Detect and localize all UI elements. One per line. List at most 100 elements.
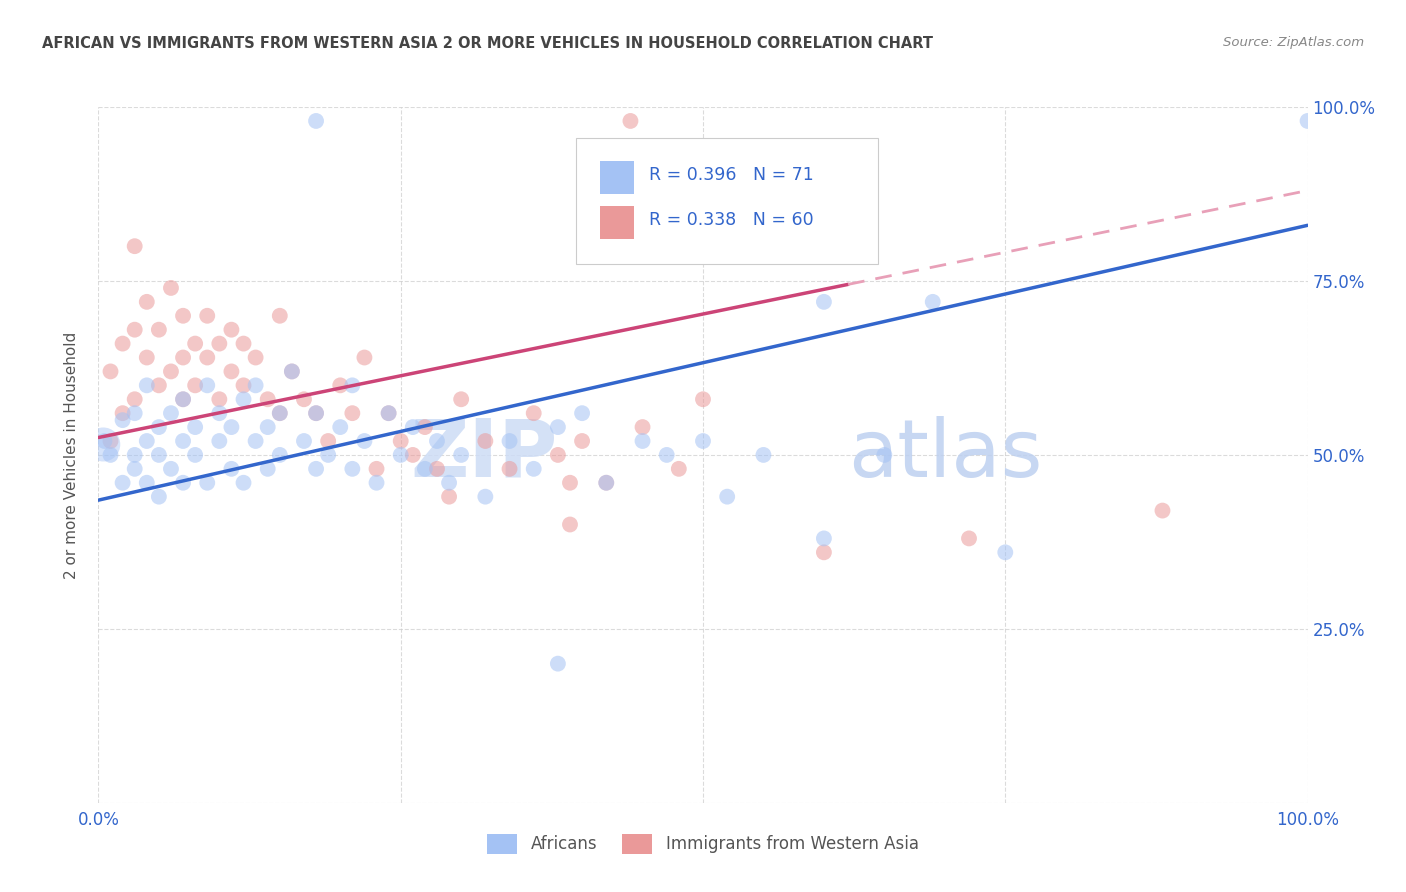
Point <box>148 448 170 462</box>
Point <box>474 490 496 504</box>
Point <box>305 406 328 420</box>
Point <box>256 420 278 434</box>
Point <box>172 475 194 490</box>
Point <box>111 413 134 427</box>
Point <box>523 406 546 420</box>
Point <box>245 378 267 392</box>
Point <box>402 448 425 462</box>
Point <box>692 392 714 407</box>
Point <box>450 392 472 407</box>
Point <box>631 434 654 448</box>
Point <box>813 294 835 309</box>
Point <box>100 448 122 462</box>
Point <box>232 475 254 490</box>
Point <box>100 364 122 378</box>
Point <box>232 336 254 351</box>
Point <box>595 475 617 490</box>
Point <box>1152 503 1174 517</box>
Point <box>692 434 714 448</box>
Point <box>135 475 157 490</box>
Point <box>184 336 207 351</box>
Point <box>195 475 218 490</box>
Point <box>245 434 267 448</box>
Point <box>100 434 122 448</box>
Point <box>135 434 157 448</box>
Point <box>148 490 170 504</box>
Point <box>160 281 183 295</box>
Point <box>752 448 775 462</box>
Point <box>256 392 278 407</box>
Point <box>221 462 243 476</box>
Point <box>292 434 315 448</box>
Point <box>813 532 835 546</box>
Point <box>232 378 254 392</box>
Point <box>135 351 157 365</box>
Point <box>184 448 207 462</box>
Point <box>124 462 146 476</box>
Text: R = 0.396   N = 71: R = 0.396 N = 71 <box>648 166 813 185</box>
Point <box>111 406 134 420</box>
Point <box>353 434 375 448</box>
Point <box>269 448 291 462</box>
Point <box>305 462 328 476</box>
Text: AFRICAN VS IMMIGRANTS FROM WESTERN ASIA 2 OR MORE VEHICLES IN HOUSEHOLD CORRELAT: AFRICAN VS IMMIGRANTS FROM WESTERN ASIA … <box>42 36 934 51</box>
Point <box>366 462 388 476</box>
Point <box>305 114 328 128</box>
Y-axis label: 2 or more Vehicles in Household: 2 or more Vehicles in Household <box>65 331 79 579</box>
Point <box>208 336 231 351</box>
Point <box>256 462 278 476</box>
Point <box>655 448 678 462</box>
Point <box>160 364 183 378</box>
Point <box>1296 114 1319 128</box>
Point <box>221 364 243 378</box>
Point <box>498 434 520 448</box>
Point <box>111 475 134 490</box>
Point <box>160 406 183 420</box>
Point <box>93 434 115 448</box>
Point <box>377 406 399 420</box>
Text: Source: ZipAtlas.com: Source: ZipAtlas.com <box>1223 36 1364 49</box>
Point <box>245 351 267 365</box>
Point <box>329 378 352 392</box>
Point <box>269 406 291 420</box>
Point <box>221 323 243 337</box>
Point <box>389 434 412 448</box>
Point <box>402 420 425 434</box>
Point <box>668 462 690 476</box>
Point <box>316 448 339 462</box>
Point <box>813 545 835 559</box>
Point <box>124 406 146 420</box>
Point <box>329 420 352 434</box>
Point <box>595 475 617 490</box>
Point <box>269 406 291 420</box>
Point <box>342 406 364 420</box>
Point <box>148 420 170 434</box>
Point <box>135 294 157 309</box>
Point <box>305 406 328 420</box>
Point <box>366 475 388 490</box>
Legend: Africans, Immigrants from Western Asia: Africans, Immigrants from Western Asia <box>481 827 925 861</box>
Point <box>292 392 315 407</box>
Point <box>184 420 207 434</box>
Bar <box>600 206 634 239</box>
Point <box>558 475 581 490</box>
Point <box>221 420 243 434</box>
Point <box>426 462 449 476</box>
Point <box>547 420 569 434</box>
Point <box>316 434 339 448</box>
Point <box>571 434 593 448</box>
Point <box>124 239 146 253</box>
Point <box>921 294 943 309</box>
Point <box>377 406 399 420</box>
Text: ZIP: ZIP <box>411 416 558 494</box>
Point <box>208 434 231 448</box>
FancyBboxPatch shape <box>576 138 879 264</box>
Point <box>172 351 194 365</box>
Point <box>413 420 436 434</box>
Text: atlas: atlas <box>848 416 1042 494</box>
Point <box>523 462 546 476</box>
Point <box>631 420 654 434</box>
Point <box>353 351 375 365</box>
Point <box>148 378 170 392</box>
Point <box>437 490 460 504</box>
